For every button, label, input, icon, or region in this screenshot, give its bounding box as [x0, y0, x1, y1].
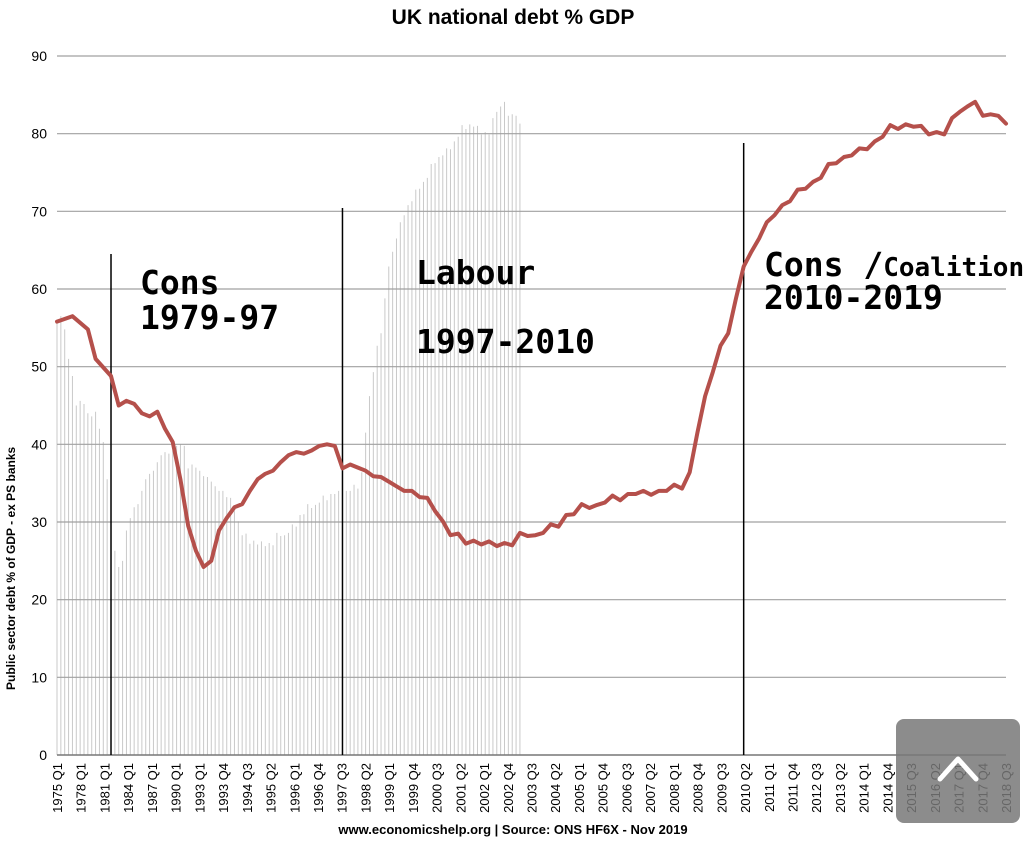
era-line: 2010-2019	[764, 278, 943, 317]
x-tick-label: 1996 Q1	[287, 763, 302, 813]
x-tick-labels: 1975 Q1 1978 Q1 1981 Q1 1984 Q1 1987 Q1 1990 …	[50, 763, 1014, 813]
y-tick-label: 50	[31, 359, 47, 375]
y-tick-label: 10	[31, 669, 47, 685]
x-tick-label: 2007 Q2	[643, 763, 658, 813]
x-tick-label: 2002 Q1	[477, 763, 492, 813]
horizontal-gridlines	[57, 55, 1006, 756]
x-tick-label: 2004 Q2	[548, 763, 563, 813]
x-tick-label: 2009 Q3	[714, 763, 729, 813]
x-tick-label: 1981 Q1	[97, 763, 112, 813]
scroll-to-top-button[interactable]	[896, 719, 1020, 823]
era-label-cons-1979-97: Cons 1979-97	[140, 266, 279, 334]
x-tick-label: 1997 Q3	[335, 763, 350, 813]
x-tick-label: 1996 Q4	[311, 763, 326, 813]
x-tick-label: 2006 Q3	[619, 763, 634, 813]
x-tick-label: 2003 Q3	[525, 763, 540, 813]
x-tick-label: 2011 Q4	[785, 763, 800, 812]
era-line-row: Cons /Coalition	[764, 248, 1024, 281]
source-footer: www.economicshelp.org | Source: ONS HF6X…	[338, 822, 688, 837]
x-tick-label: 2012 Q3	[809, 763, 824, 813]
series-line-debt	[55, 99, 1008, 569]
x-tick-label: 1984 Q1	[121, 763, 136, 813]
era-line: 1979-97	[140, 298, 280, 337]
y-tick-label: 60	[31, 281, 47, 297]
era-line: Cons /	[764, 245, 884, 284]
x-tick-label: 2000 Q3	[430, 763, 445, 813]
x-tick-label: 2008 Q1	[667, 763, 682, 813]
x-tick-label: 2013 Q2	[833, 763, 848, 813]
x-tick-label: 2001 Q2	[453, 763, 468, 813]
y-tick-label: 0	[39, 747, 47, 763]
x-tick-label: 1999 Q1	[382, 763, 397, 813]
y-tick-label: 30	[31, 514, 47, 530]
x-tick-label: 1998 Q2	[358, 763, 373, 813]
x-tick-label: 1990 Q1	[169, 763, 184, 813]
chevron-up-icon	[937, 756, 979, 782]
x-tick-label: 1994 Q3	[240, 763, 255, 813]
era-label-cons-coalition-2010-2019: Cons /Coalition 2010-2019	[764, 248, 1024, 314]
era-markers	[110, 143, 745, 755]
y-axis-label: Public sector debt % of GDP - ex PS bank…	[4, 446, 18, 690]
y-tick-label: 80	[31, 126, 47, 142]
x-tick-label: 2002 Q4	[501, 763, 516, 813]
x-tick-label: 1993 Q1	[192, 763, 207, 813]
x-tick-label: 2010 Q2	[738, 763, 753, 813]
x-tick-label: 2005 Q4	[596, 763, 611, 813]
y-tick-label: 20	[31, 592, 47, 608]
x-tick-label: 1999 Q4	[406, 763, 421, 813]
x-tick-label: 2008 Q4	[691, 763, 706, 813]
era-line: Coalition	[883, 253, 1025, 283]
y-tick-label: 70	[31, 203, 47, 219]
y-tick-label: 90	[31, 48, 47, 64]
era-label-labour-1997-2010: Labour 1997-2010	[416, 256, 595, 358]
x-tick-label: 1987 Q1	[145, 763, 160, 813]
x-tick-label: 1978 Q1	[74, 763, 89, 813]
x-tick-label: 2005 Q1	[572, 763, 587, 813]
chart-title: UK national debt % GDP	[391, 6, 635, 29]
x-tick-label: 1975 Q1	[50, 763, 65, 813]
x-tick-label: 2011 Q1	[762, 763, 777, 812]
y-tick-label: 40	[31, 436, 47, 452]
y-tick-labels: 0 10 20 30 40 50 60 70 80 90	[31, 48, 47, 763]
x-tick-label: 1993 Q4	[216, 763, 231, 813]
era-line: 1997-2010	[416, 322, 595, 361]
x-tick-label: 2014 Q1	[857, 763, 872, 813]
x-tick-label: 1995 Q2	[264, 763, 279, 813]
x-tick-label: 2014 Q4	[880, 763, 895, 813]
era-line: Labour	[416, 253, 536, 292]
vertical-gridlines	[56, 101, 521, 755]
era-line: Cons	[140, 263, 220, 302]
